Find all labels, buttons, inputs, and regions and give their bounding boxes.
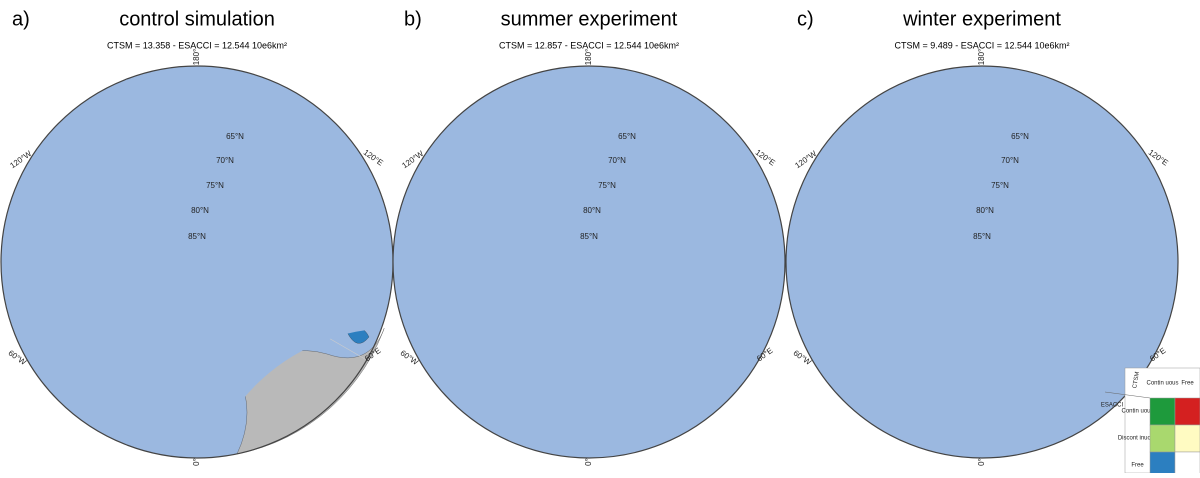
legend-swatch [1150,398,1175,425]
latitude-label: 85°N [580,232,598,241]
latitude-label: 70°N [608,156,626,165]
longitude-label: 180° [977,49,986,66]
legend-column: Contin uous [1146,381,1178,387]
latitude-label: 65°N [618,132,636,141]
legend-column: Free [1181,381,1194,387]
figure: a)control simulationCTSM = 13.358 - ESAC… [0,0,1200,473]
longitude-label: 0° [584,458,593,466]
legend-swatch [1150,425,1175,452]
latitude-label: 65°N [226,132,244,141]
ocean [786,66,1178,458]
latitude-label: 75°N [991,181,1009,190]
panel-title: winter experiment [902,8,1061,30]
legend-row-axis: ESACCI [1101,403,1124,409]
longitude-label: 0° [977,458,986,466]
longitude-label: 180° [584,49,593,66]
latitude-label: 85°N [188,232,206,241]
panel-title: control simulation [119,8,275,30]
panel-label: b) [404,8,422,30]
panel-label: c) [797,8,814,30]
legend-row: Free [1131,463,1144,469]
latitude-label: 85°N [973,232,991,241]
panel-label: a) [12,8,30,30]
latitude-label: 80°N [191,206,209,215]
longitude-label: 0° [192,458,201,466]
longitude-label: 180° [192,49,201,66]
latitude-label: 65°N [1011,132,1029,141]
legend-swatch [1175,452,1200,473]
legend-swatch [1150,452,1175,473]
latitude-label: 70°N [216,156,234,165]
latitude-label: 80°N [976,206,994,215]
legend-row: Contin uous [1121,409,1153,415]
latitude-label: 70°N [1001,156,1019,165]
legend-swatch [1175,398,1200,425]
panel-title: summer experiment [501,8,678,30]
latitude-label: 75°N [206,181,224,190]
latitude-label: 75°N [598,181,616,190]
latitude-label: 80°N [583,206,601,215]
legend-swatch [1175,425,1200,452]
ocean [393,66,785,458]
